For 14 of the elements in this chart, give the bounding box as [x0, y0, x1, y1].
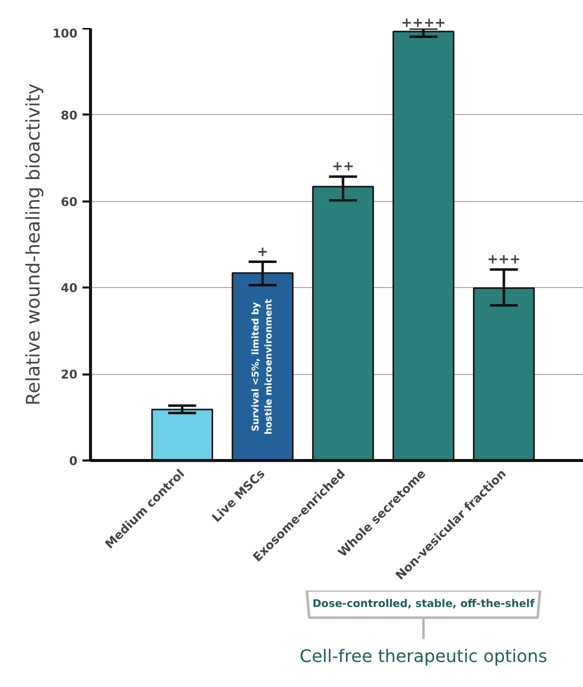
- annotation: +++: [487, 252, 521, 268]
- y-tick-label: 100: [52, 26, 78, 40]
- text: Dose-controlled, stable, off-the-shelf: [312, 596, 535, 610]
- y-tick-label: 20: [60, 368, 78, 382]
- annotation: +: [257, 244, 268, 260]
- annotation: Survival <5%, limited by hostile microenvironment: [250, 298, 275, 435]
- annotation: ++++: [401, 16, 446, 32]
- y-tick-label: 80: [60, 108, 78, 122]
- y-tick-label: 40: [60, 281, 78, 296]
- y-axis-title: Relative wound-healing bioactivity: [23, 84, 44, 406]
- y-tick-label: 0: [69, 454, 78, 468]
- text: Cell-free therapeutic options: [300, 646, 548, 667]
- y-tick-label: 60: [60, 194, 78, 209]
- annotation: ++: [332, 160, 354, 175]
